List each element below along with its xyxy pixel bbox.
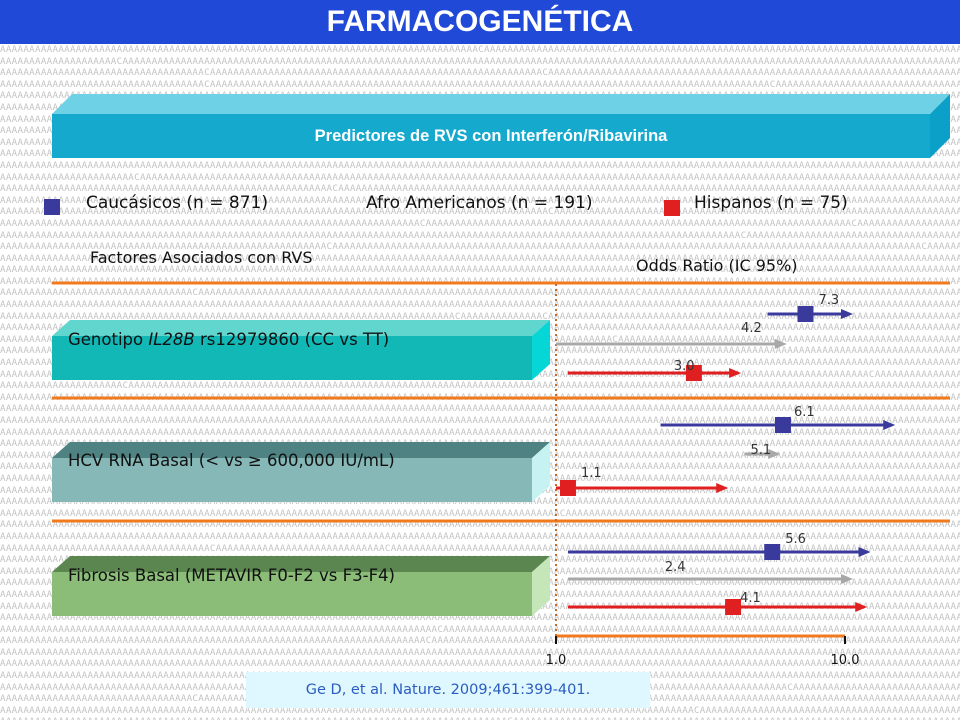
- point-estimate: [764, 544, 781, 560]
- value-label: 3.0: [674, 359, 695, 374]
- ci-arrowhead: [716, 483, 729, 493]
- factor-bar-front: [52, 458, 532, 502]
- slide-title: FARMACOGENÉTICA: [326, 5, 634, 38]
- point-estimate: [797, 306, 814, 322]
- legend-swatch-hispanos: [664, 200, 680, 216]
- legend-label-caucasicos: Caucásicos (n = 871): [86, 193, 268, 213]
- ci-arrowhead: [855, 602, 868, 612]
- factor-bar: [52, 556, 550, 616]
- point-estimate: [774, 417, 791, 433]
- factor-bar-top: [52, 442, 550, 458]
- forest-row: 7.3: [767, 293, 853, 322]
- ci-arrowhead: [858, 547, 871, 557]
- ci-arrowhead: [729, 368, 742, 378]
- value-label: 1.1: [581, 466, 602, 481]
- value-label: 5.6: [785, 532, 806, 547]
- ci-arrowhead: [883, 420, 896, 430]
- legend-label-hispanos: Hispanos (n = 75): [694, 193, 848, 213]
- forest-row: 5.6: [567, 532, 871, 560]
- legend-swatch-caucasicos: [44, 199, 60, 215]
- legend-label-afro: Afro Americanos (n = 191): [366, 193, 593, 213]
- value-label: 2.4: [665, 560, 686, 575]
- factor-bar-top: [52, 556, 550, 572]
- point-estimate: [559, 480, 576, 496]
- factor-bar-front: [52, 336, 532, 380]
- subtitle: Predictores de RVS con Interferón/Ribavi…: [314, 126, 668, 145]
- factor-label-fibrosis: Fibrosis Basal (METAVIR F0-F2 vs F3-F4): [68, 566, 395, 585]
- factor-bar: [52, 320, 550, 380]
- ci-arrowhead: [841, 309, 853, 319]
- ci-arrowhead: [768, 449, 781, 459]
- value-label: 6.1: [794, 405, 815, 420]
- forest-row: 3.0: [567, 359, 742, 381]
- point-estimate: [725, 599, 742, 615]
- factor-bar-side: [532, 556, 550, 616]
- x-axis-tick-label: 10.0: [831, 653, 860, 668]
- forest-row: 4.1: [567, 591, 868, 615]
- factor-bar-side: [532, 442, 550, 502]
- title-bar: FARMACOGENÉTICA: [0, 0, 960, 44]
- ci-arrowhead: [774, 339, 787, 349]
- factor-label-il28b: Genotipo IL28B rs12979860 (CC vs TT): [68, 330, 390, 349]
- forest-row: 6.1: [660, 405, 896, 433]
- header-factors: Factores Asociados con RVS: [90, 248, 313, 267]
- factor-bar-side: [532, 320, 550, 380]
- factor-bar-top: [52, 320, 550, 336]
- value-label: 4.2: [741, 321, 762, 336]
- value-label: 5.1: [750, 443, 771, 458]
- subtitle-banner: [52, 94, 950, 158]
- value-label: 7.3: [819, 293, 840, 308]
- factor-bar-front: [52, 572, 532, 616]
- forest-row: 5.1: [744, 443, 781, 459]
- forest-row: 1.1: [556, 466, 729, 496]
- factor-bar: [52, 442, 550, 502]
- ci-arrowhead: [841, 574, 853, 584]
- citation: Ge D, et al. Nature. 2009;461:399-401.: [246, 672, 650, 708]
- point-estimate: [685, 365, 702, 381]
- forest-row: 2.4: [567, 560, 853, 584]
- factor-label-hcv-rna: HCV RNA Basal (< vs ≥ 600,000 IU/mL): [68, 451, 395, 470]
- forest-row: 4.2: [556, 321, 787, 349]
- x-axis-tick-label: 1.0: [546, 653, 567, 668]
- header-odds-ratio: Odds Ratio (IC 95%): [636, 256, 798, 275]
- value-label: 4.1: [740, 591, 761, 606]
